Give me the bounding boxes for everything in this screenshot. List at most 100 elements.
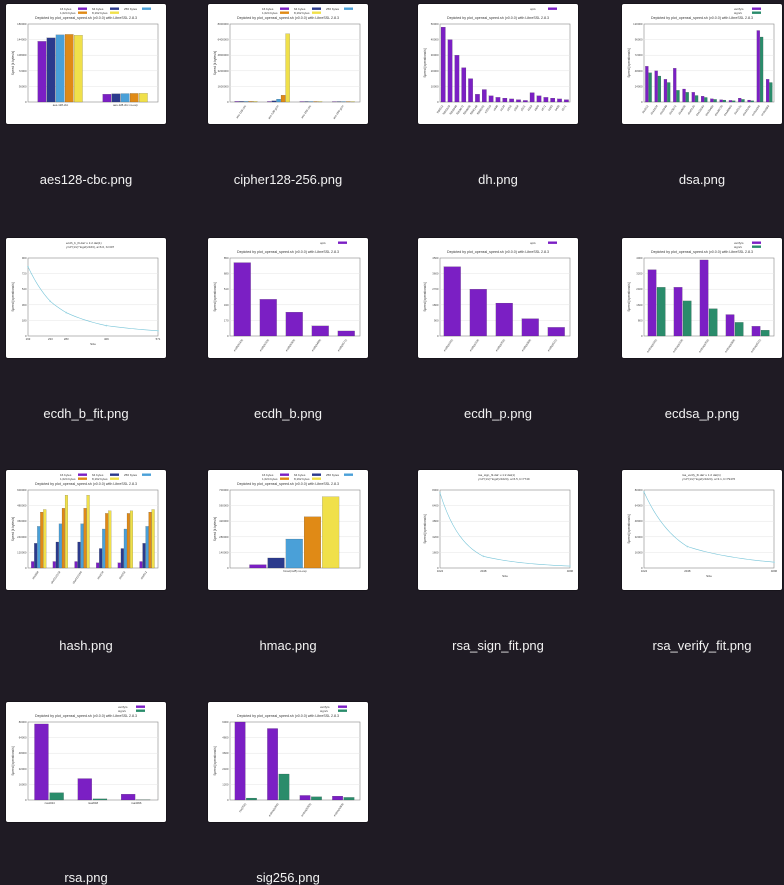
file-name[interactable]: hmac.png	[259, 638, 317, 653]
bar	[77, 541, 81, 569]
y-tick-label: 170	[224, 318, 229, 322]
y-tick-label: 30000	[431, 53, 439, 57]
bar	[461, 67, 467, 103]
legend-swatch	[110, 473, 119, 476]
thumbnail[interactable]: rsa_verify_fit.dat' u 1:2 dat(1) y=A*(1/x…	[622, 470, 782, 590]
thumbnail[interactable]: Depicted by plot_openssl_speed.sh (v0.0.…	[208, 470, 368, 590]
chart-title: Depicted by plot_openssl_speed.sh (v0.0.…	[35, 714, 137, 718]
thumbnail[interactable]: Depicted by plot_openssl_speed.sh (v0.0.…	[418, 238, 578, 358]
bar	[246, 797, 257, 801]
x-tick-label: sha256	[118, 570, 127, 580]
bar	[40, 512, 44, 569]
thumbnail[interactable]: ecdh_b_fit.dat' u 1:2 dat(1) y=A*(1/x)^lo…	[6, 238, 166, 358]
bar	[234, 721, 246, 801]
chart-title: Depicted by plot_openssl_speed.sh (v0.0.…	[447, 16, 549, 20]
file-name[interactable]: cipher128-256.png	[233, 172, 343, 187]
y-tick-label: 3200	[636, 272, 643, 276]
plot-frame	[27, 489, 159, 569]
thumbnail[interactable]: Depicted by plot_openssl_speed.sh (v0.0.…	[208, 238, 368, 358]
y-tick-label: 900	[434, 318, 439, 322]
thumbnail[interactable]: Depicted by plot_openssl_speed.sh (v0.0.…	[622, 238, 782, 358]
bar	[673, 68, 677, 103]
x-tick-label: aes-128-cbc no-evp	[113, 103, 138, 107]
x-tick-label: dsa512b	[686, 104, 696, 115]
bar	[249, 564, 267, 569]
y-axis-label: Speed [operations/s]	[11, 746, 15, 775]
file-name[interactable]: hash.png	[59, 638, 113, 653]
x-tick-label: k283	[526, 104, 533, 112]
data-point	[65, 311, 68, 314]
x-tick-label: aes-128-cbc	[53, 103, 69, 107]
chart-title: Depicted by plot_openssl_speed.sh (v0.0.…	[237, 482, 339, 486]
file-name[interactable]: ecdh_b.png	[254, 406, 322, 421]
file-name[interactable]: ecdsa_p.png	[664, 406, 740, 421]
thumbnail[interactable]: Depicted by plot_openssl_speed.sh (v0.0.…	[6, 4, 166, 124]
bar	[317, 101, 323, 103]
bar	[37, 41, 47, 103]
thumbnail[interactable]: Depicted by plot_openssl_speed.sh (v0.0.…	[208, 4, 368, 124]
thumbnail[interactable]: Depicted by plot_openssl_speed.sh (v0.0.…	[208, 702, 368, 822]
legend-swatch	[136, 709, 145, 712]
bar	[694, 95, 699, 103]
thumbnail[interactable]: Depicted by plot_openssl_speed.sh (v0.0.…	[6, 470, 166, 590]
bar	[311, 796, 322, 801]
bar	[129, 93, 139, 103]
x-tick-label: 163	[26, 337, 31, 341]
y-tick-label: 720	[22, 272, 27, 276]
thumbnail[interactable]: Depicted by plot_openssl_speed.sh (v0.0.…	[622, 4, 782, 124]
thumbnail[interactable]: Depicted by plot_openssl_speed.sh (v0.0.…	[6, 702, 166, 822]
y-tick-label: 64000	[635, 504, 643, 508]
file-name[interactable]: aes128-cbc.png	[39, 172, 133, 187]
y-axis-label: Speed [k bytes/s]	[11, 51, 15, 76]
bar	[37, 526, 41, 569]
fit-curve	[439, 492, 571, 567]
bar	[543, 97, 549, 103]
y-tick-label: 800	[638, 318, 643, 322]
file-name[interactable]: dh.png	[478, 172, 518, 187]
x-tick-label: sha384	[31, 570, 40, 580]
bar	[495, 302, 513, 337]
thumbnail[interactable]: Depicted by plot_openssl_speed.sh (v0.0.…	[418, 4, 578, 124]
file-name[interactable]: rsa_sign_fit.png	[452, 638, 544, 653]
y-axis-label: Speed [k bytes/s]	[11, 517, 15, 542]
data-point	[105, 324, 108, 327]
file-name[interactable]: ecdh_b_fit.png	[43, 406, 129, 421]
bar	[308, 101, 314, 103]
bar	[647, 269, 657, 337]
file-name[interactable]: dsa.png	[678, 172, 726, 187]
bar	[123, 528, 127, 569]
y-tick-label: 1600	[432, 550, 439, 554]
y-tick-label: 144000	[17, 38, 27, 42]
x-tick-label: aes-256-cbc	[300, 104, 312, 119]
bar	[280, 95, 286, 103]
y-tick-label: 0	[25, 798, 27, 802]
legend-label: sign/s	[320, 709, 328, 713]
y-tick-label: 420000	[219, 519, 229, 523]
x-tick-label: ecdsa(p192)	[646, 338, 658, 353]
file-name[interactable]: rsa.png	[64, 870, 108, 885]
bar	[313, 101, 318, 103]
file-name[interactable]: sig256.png	[256, 870, 320, 885]
legend-swatch	[752, 241, 761, 244]
x-tick-label: dsa3072	[668, 104, 678, 115]
bar	[738, 98, 742, 103]
bar	[304, 516, 321, 569]
file-name[interactable]: rsa_verify_fit.png	[652, 638, 752, 653]
bar	[699, 259, 709, 337]
y-tick-label: 1200	[222, 782, 229, 786]
bar	[102, 528, 106, 569]
legend-label: 64 bytes	[294, 473, 306, 477]
y-tick-label: 96000	[635, 38, 643, 42]
thumbnail[interactable]: rsa_sign_fit.dat' u 1:2 dat(1) y=A*(1/x)^…	[418, 470, 578, 590]
y-tick-label: 36000	[19, 84, 27, 88]
plot-frame	[439, 23, 571, 103]
y-tick-label: 0	[437, 100, 439, 104]
legend-swatch	[338, 705, 347, 708]
file-name[interactable]: ecdh_p.png	[464, 406, 532, 421]
x-tick-label: ecdsa(p256)	[698, 338, 710, 353]
legend-swatch	[280, 473, 289, 476]
legend-label: 8,192 bytes	[92, 477, 108, 481]
bar	[719, 99, 723, 103]
y-tick-label: 1600000	[218, 84, 229, 88]
x-tick-label: ecdsa384	[760, 104, 770, 117]
